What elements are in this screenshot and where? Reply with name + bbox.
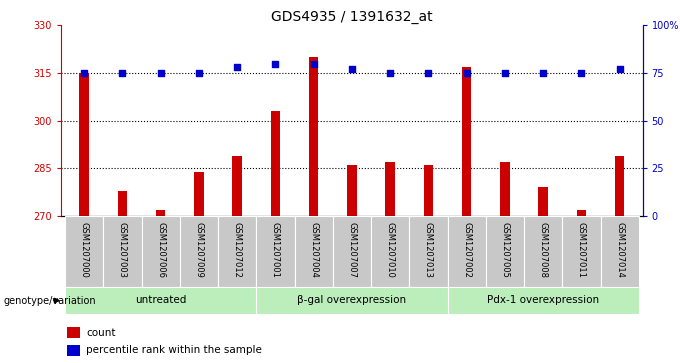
- Point: [576, 70, 587, 76]
- Text: β-gal overexpression: β-gal overexpression: [297, 295, 407, 305]
- Text: GSM1207008: GSM1207008: [539, 222, 547, 278]
- Bar: [194, 172, 204, 216]
- Point: [193, 70, 204, 76]
- Point: [614, 66, 625, 72]
- Text: Pdx-1 overexpression: Pdx-1 overexpression: [487, 295, 599, 305]
- Bar: [333, 216, 371, 287]
- Text: percentile rank within the sample: percentile rank within the sample: [86, 345, 262, 355]
- Text: GSM1207010: GSM1207010: [386, 222, 394, 278]
- Bar: [271, 111, 280, 216]
- Bar: [539, 187, 548, 216]
- Bar: [447, 216, 486, 287]
- Text: GSM1207007: GSM1207007: [347, 222, 356, 278]
- Point: [538, 70, 549, 76]
- Text: GSM1207006: GSM1207006: [156, 222, 165, 278]
- Text: genotype/variation: genotype/variation: [3, 295, 96, 306]
- Bar: [118, 191, 127, 216]
- Bar: [156, 210, 165, 216]
- Point: [232, 64, 243, 70]
- Point: [270, 61, 281, 66]
- Point: [308, 61, 319, 66]
- Title: GDS4935 / 1391632_at: GDS4935 / 1391632_at: [271, 11, 432, 24]
- Bar: [103, 216, 141, 287]
- Bar: [67, 345, 80, 356]
- Point: [117, 70, 128, 76]
- Text: GSM1207013: GSM1207013: [424, 222, 433, 278]
- Bar: [65, 287, 256, 314]
- Bar: [447, 287, 639, 314]
- Bar: [233, 156, 242, 216]
- Bar: [347, 165, 357, 216]
- Text: GSM1207004: GSM1207004: [309, 222, 318, 278]
- Text: GSM1207005: GSM1207005: [500, 222, 509, 278]
- Bar: [562, 216, 600, 287]
- Bar: [615, 156, 624, 216]
- Text: untreated: untreated: [135, 295, 186, 305]
- Bar: [371, 216, 409, 287]
- Bar: [524, 216, 562, 287]
- Point: [461, 70, 472, 76]
- Point: [79, 70, 90, 76]
- Bar: [486, 216, 524, 287]
- Point: [423, 70, 434, 76]
- Bar: [80, 73, 89, 216]
- Bar: [218, 216, 256, 287]
- Text: GSM1207002: GSM1207002: [462, 222, 471, 278]
- Bar: [294, 216, 333, 287]
- Bar: [462, 67, 471, 216]
- Bar: [141, 216, 180, 287]
- Text: count: count: [86, 328, 116, 338]
- Text: GSM1207012: GSM1207012: [233, 222, 241, 278]
- Bar: [500, 162, 510, 216]
- Point: [385, 70, 396, 76]
- Point: [346, 66, 357, 72]
- Text: GSM1207014: GSM1207014: [615, 222, 624, 278]
- Text: GSM1207011: GSM1207011: [577, 222, 586, 278]
- Text: GSM1207009: GSM1207009: [194, 222, 203, 278]
- Text: GSM1207003: GSM1207003: [118, 222, 127, 278]
- Bar: [577, 210, 586, 216]
- Text: GSM1207001: GSM1207001: [271, 222, 280, 278]
- Bar: [424, 165, 433, 216]
- Bar: [409, 216, 447, 287]
- Text: GSM1207000: GSM1207000: [80, 222, 88, 278]
- Bar: [256, 216, 294, 287]
- Bar: [309, 57, 318, 216]
- Bar: [600, 216, 639, 287]
- Bar: [180, 216, 218, 287]
- Bar: [256, 287, 447, 314]
- Point: [155, 70, 166, 76]
- Bar: [386, 162, 395, 216]
- Bar: [65, 216, 103, 287]
- Point: [499, 70, 510, 76]
- Bar: [67, 327, 80, 338]
